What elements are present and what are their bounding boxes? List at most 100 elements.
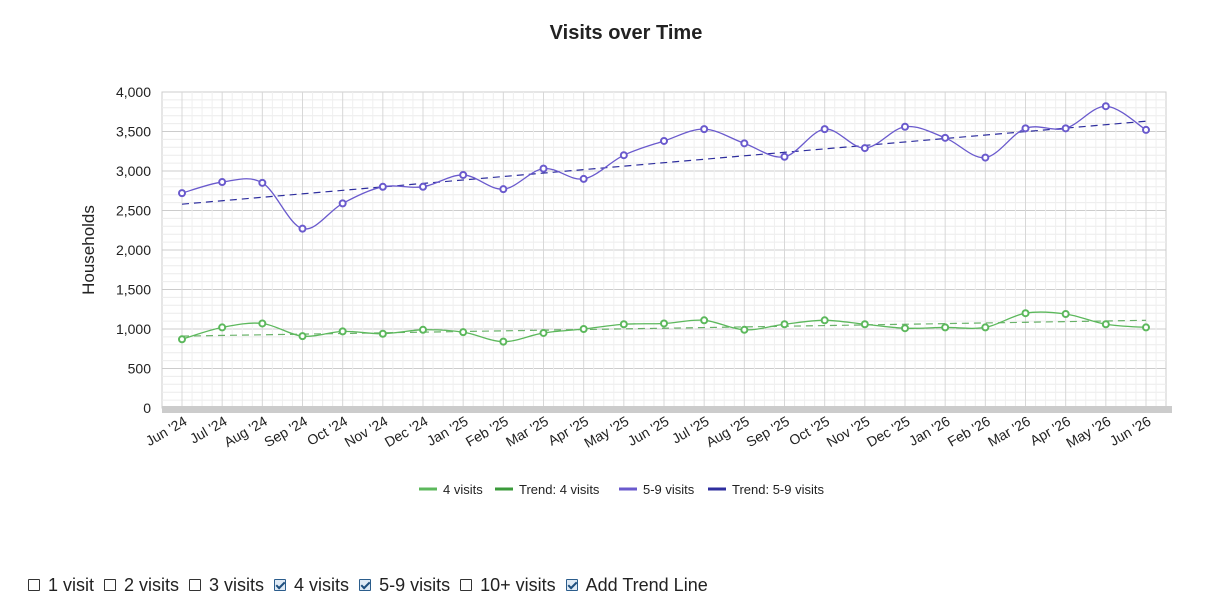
- y-tick-label: 1,000: [116, 321, 151, 337]
- y-tick-label: 3,000: [116, 163, 151, 179]
- data-point-5-9-visits: [378, 182, 387, 191]
- checkbox[interactable]: [28, 579, 40, 591]
- data-point-4-visits: [298, 332, 307, 341]
- toggle-label: 10+ visits: [480, 574, 556, 595]
- y-tick-label: 500: [128, 361, 152, 377]
- chart-title: Visits over Time: [550, 22, 703, 44]
- y-axis-label: Households: [79, 205, 98, 295]
- checkbox[interactable]: [189, 579, 202, 591]
- data-point-4-visits: [780, 320, 789, 329]
- data-point-5-9-visits: [780, 152, 789, 161]
- toggle-1-visit[interactable]: 1 visit: [28, 575, 94, 596]
- toggle-label: 2 visits: [124, 574, 180, 595]
- data-point-4-visits: [941, 323, 950, 332]
- toggle-label: 1 visit: [48, 574, 95, 595]
- toggle-3-visits[interactable]: 3 visits: [189, 575, 264, 596]
- data-point-4-visits: [901, 324, 909, 333]
- data-point-4-visits: [820, 316, 829, 325]
- data-point-5-9-visits: [820, 125, 829, 134]
- toggle-4-visits[interactable]: 4 visits: [274, 575, 349, 596]
- x-tick-label: Aug '24: [221, 413, 270, 450]
- legend-label: Trend: 4 visits: [519, 482, 600, 497]
- x-tick-label: Oct '24: [304, 413, 350, 449]
- x-axis-baseline: [162, 406, 1172, 413]
- toggle-5-9-visits[interactable]: 5-9 visits: [359, 575, 450, 596]
- toggle-2-visits[interactable]: 2 visits: [104, 575, 179, 596]
- data-point-5-9-visits: [901, 122, 909, 131]
- legend-label: 5-9 visits: [643, 482, 695, 497]
- data-point-4-visits: [619, 320, 628, 329]
- data-point-4-visits: [1021, 309, 1030, 318]
- x-tick-label: Nov '24: [342, 413, 391, 450]
- data-point-5-9-visits: [419, 182, 427, 191]
- data-point-4-visits: [258, 319, 267, 328]
- x-tick-label: Mar '26: [985, 413, 1033, 450]
- y-tick-label: 4,000: [116, 84, 151, 100]
- data-point-4-visits: [218, 323, 227, 332]
- x-tick-label: Feb '26: [945, 413, 993, 450]
- data-point-4-visits: [700, 316, 709, 325]
- x-tick-label: Jun '24: [143, 413, 190, 449]
- checkbox[interactable]: [565, 579, 578, 591]
- toggle-10-plus-visits[interactable]: 10+ visits: [460, 575, 556, 596]
- x-tick-label: Sep '25: [743, 413, 792, 450]
- x-tick-label: Jun '25: [625, 413, 672, 449]
- data-point-4-visits: [539, 328, 548, 337]
- x-tick-label: May '25: [581, 413, 631, 451]
- checkbox[interactable]: [359, 579, 372, 591]
- x-tick-label: Jun '26: [1107, 413, 1154, 449]
- y-tick-label: 0: [143, 400, 151, 416]
- data-point-5-9-visits: [218, 178, 227, 187]
- data-point-5-9-visits: [258, 178, 267, 187]
- data-point-5-9-visits: [338, 199, 347, 208]
- toggle-label: 4 visits: [294, 574, 350, 595]
- trend-line-5-9-visits: [181, 120, 1147, 205]
- x-tick-label: Jan '26: [906, 413, 953, 449]
- data-point-4-visits: [178, 335, 186, 344]
- data-point-5-9-visits: [539, 164, 548, 173]
- toggle-label: Add Trend Line: [585, 574, 708, 595]
- data-point-5-9-visits: [499, 185, 508, 194]
- line-chart: Visits over Time 0 500 1,000 1,500 2,000 2,500…: [79, 22, 1172, 497]
- toggle-add-trend-line[interactable]: Add Trend Line: [565, 574, 708, 596]
- checkbox[interactable]: [460, 579, 473, 591]
- data-point-5-9-visits: [740, 139, 749, 148]
- legend-label: 4 visits: [443, 482, 483, 497]
- data-point-4-visits: [660, 319, 668, 328]
- data-point-5-9-visits: [1061, 124, 1070, 133]
- data-point-5-9-visits: [619, 151, 628, 160]
- toggle-label: 3 visits: [209, 574, 265, 595]
- data-point-4-visits: [459, 328, 468, 337]
- x-tick-label: Dec '25: [864, 413, 913, 450]
- legend-label: Trend: 5-9 visits: [732, 482, 824, 497]
- data-point-5-9-visits: [941, 133, 950, 142]
- y-tick-label: 1,500: [116, 282, 151, 298]
- x-tick-label: Mar '25: [503, 413, 551, 450]
- data-point-5-9-visits: [860, 144, 869, 153]
- data-point-4-visits: [1101, 320, 1110, 329]
- data-point-4-visits: [860, 320, 869, 329]
- x-tick-label: May '26: [1063, 413, 1113, 451]
- data-point-4-visits: [378, 329, 387, 338]
- x-tick-label: Feb '25: [463, 413, 511, 450]
- data-point-5-9-visits: [981, 153, 990, 162]
- toggle-label: 5-9 visits: [379, 574, 451, 595]
- data-point-4-visits: [338, 327, 347, 336]
- data-point-5-9-visits: [459, 170, 468, 179]
- data-point-4-visits: [1142, 323, 1150, 332]
- data-point-5-9-visits: [700, 125, 709, 134]
- data-point-5-9-visits: [579, 174, 588, 183]
- data-point-4-visits: [981, 323, 990, 332]
- data-point-5-9-visits: [1021, 124, 1030, 133]
- x-tick-label: Nov '25: [824, 413, 873, 450]
- data-point-5-9-visits: [298, 224, 307, 233]
- data-point-5-9-visits: [178, 189, 186, 198]
- x-tick-label: Sep '24: [261, 413, 310, 450]
- y-tick-label: 2,000: [116, 242, 151, 258]
- checkbox[interactable]: [274, 579, 287, 591]
- x-tick-label: Aug '25: [703, 413, 752, 450]
- data-point-5-9-visits: [660, 136, 668, 145]
- y-tick-label: 3,500: [116, 124, 151, 140]
- checkbox[interactable]: [104, 579, 117, 591]
- x-tick-label: Dec '24: [382, 413, 431, 450]
